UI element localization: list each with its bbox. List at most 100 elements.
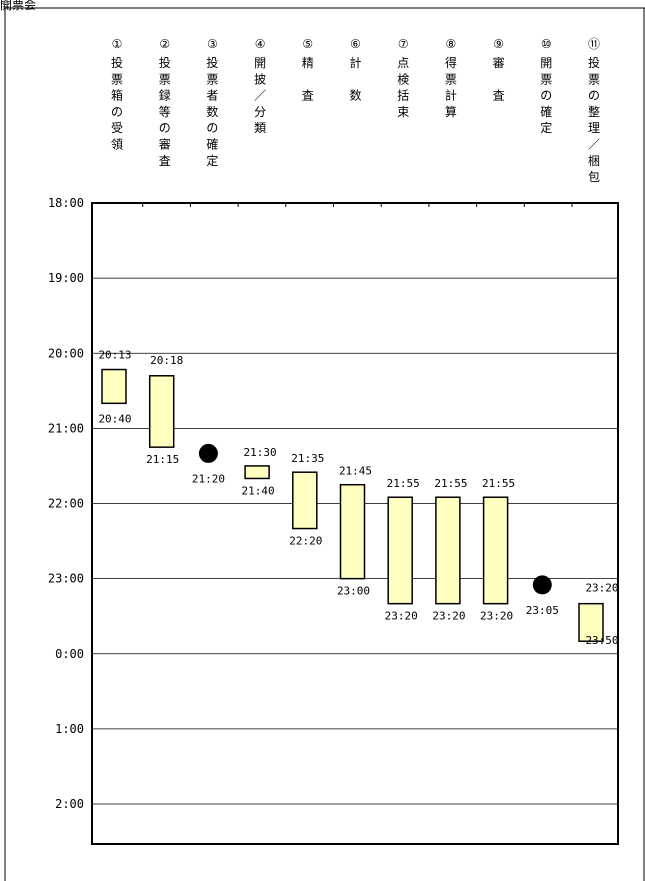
task-name-char: 録 [159, 88, 171, 103]
start-time-label: 23:20 [585, 582, 618, 595]
task-name-char: 票 [111, 72, 123, 86]
end-time-label: 23:20 [385, 610, 418, 623]
task-name-char: 精 [302, 56, 314, 70]
start-time-label: 21:45 [339, 465, 372, 478]
task-name-char: 査 [159, 154, 171, 168]
task-bar [101, 368, 127, 405]
end-time-label: 21:15 [146, 453, 179, 466]
task-name-char: 数 [349, 88, 361, 103]
y-tick-label: 18:00 [48, 196, 84, 210]
task-name-char: 整 [588, 104, 600, 119]
task-number: ⑤ [302, 37, 313, 51]
task-name-char: 票 [588, 72, 600, 86]
task-name-char: ／ [588, 138, 600, 152]
start-time-label: 21:30 [244, 446, 277, 459]
task-name-char: 包 [588, 170, 600, 184]
task-name-char: 理 [588, 121, 600, 135]
task-name-char: 計 [349, 55, 361, 70]
task-bar [482, 496, 509, 605]
plot-frame [91, 202, 619, 845]
task-number: ⑨ [493, 37, 504, 51]
start-time-label: 20:18 [150, 354, 183, 367]
task-name-char: 開 [540, 56, 552, 70]
task-name-char: の [206, 121, 218, 135]
y-tick-label: 19:00 [48, 271, 84, 285]
task-name-char: 票 [206, 72, 218, 86]
task-name-char: の [540, 89, 552, 103]
task-name-char: 審 [493, 55, 505, 70]
task-name-char: 審 [159, 137, 171, 152]
end-time-label: 21:20 [192, 472, 225, 485]
end-time-label: 23:50 [585, 634, 618, 647]
task-number: ⑥ [350, 37, 361, 51]
task-name-char: 定 [540, 120, 552, 135]
y-tick-label: 23:00 [48, 572, 84, 586]
task-name-char: 票 [540, 72, 552, 86]
task-number: ① [112, 37, 123, 51]
end-time-label: 21:40 [242, 484, 275, 497]
start-time-label: 21:55 [434, 477, 467, 490]
task-name-char: 開 [254, 56, 266, 70]
task-name-char: 披 [254, 72, 266, 86]
task-number: ⑦ [398, 37, 409, 51]
y-tick-label: 2:00 [55, 797, 84, 811]
task-name-char: 箱 [111, 88, 123, 103]
task-name-char: の [588, 89, 600, 103]
task-name-char: 算 [445, 104, 457, 119]
task-name-char: 点 [397, 56, 409, 70]
y-tick-label: 22:00 [48, 497, 84, 511]
y-tick-label: 21:00 [48, 421, 84, 435]
task-name-char: 確 [206, 137, 218, 152]
task-name-char: の [111, 105, 123, 119]
task-number: ⑪ [588, 37, 600, 51]
task-name-char: 等 [159, 105, 171, 119]
milestone-point [532, 575, 552, 595]
task-name-char: 投 [588, 55, 600, 70]
end-time-label: 23:20 [480, 610, 513, 623]
task-name-char: 定 [206, 153, 218, 168]
task-number: ⑩ [541, 37, 552, 51]
end-time-label: 23:05 [526, 604, 559, 617]
task-name-char: 投 [206, 55, 218, 70]
task-name-char: 査 [493, 89, 505, 103]
task-number: ④ [255, 37, 266, 51]
task-bar [578, 602, 604, 642]
task-name-char: 検 [397, 72, 409, 86]
end-time-label: 22:20 [289, 535, 322, 548]
end-time-label: 23:20 [432, 610, 465, 623]
task-bar [435, 496, 461, 605]
task-name-char: ／ [254, 89, 266, 103]
task-name-char: 束 [397, 105, 409, 119]
milestone-point [198, 443, 218, 463]
task-bar [292, 471, 318, 530]
task-number: ③ [207, 37, 218, 51]
task-bar [244, 465, 270, 480]
y-tick-label: 20:00 [48, 346, 84, 360]
task-name-char: 票 [445, 72, 457, 86]
task-name-char: 分 [254, 105, 266, 119]
task-name-char: 得 [445, 55, 457, 70]
start-time-label: 21:55 [387, 477, 420, 490]
task-bar [339, 483, 366, 580]
task-number: ⑧ [446, 37, 457, 51]
end-time-label: 23:00 [337, 585, 370, 598]
task-name-char: 梱 [588, 154, 600, 168]
y-tick-label: 1:00 [55, 722, 84, 736]
task-name-char: 者 [206, 89, 218, 103]
corner-label: 開票会 [0, 0, 37, 12]
task-name-char: の [159, 121, 171, 135]
start-time-label: 21:35 [291, 452, 324, 465]
task-bar [387, 496, 413, 605]
task-name-char: 確 [540, 104, 552, 119]
end-time-label: 20:40 [98, 412, 131, 425]
task-name-char: 数 [206, 104, 218, 119]
y-tick-label: 0:00 [55, 647, 84, 661]
task-name-char: 括 [397, 88, 409, 103]
task-name-char: 投 [111, 55, 123, 70]
task-name-char: 計 [445, 88, 457, 103]
start-time-label: 20:13 [98, 349, 131, 362]
task-name-char: 投 [159, 55, 171, 70]
task-name-char: 票 [159, 72, 171, 86]
task-name-char: 領 [111, 137, 123, 152]
